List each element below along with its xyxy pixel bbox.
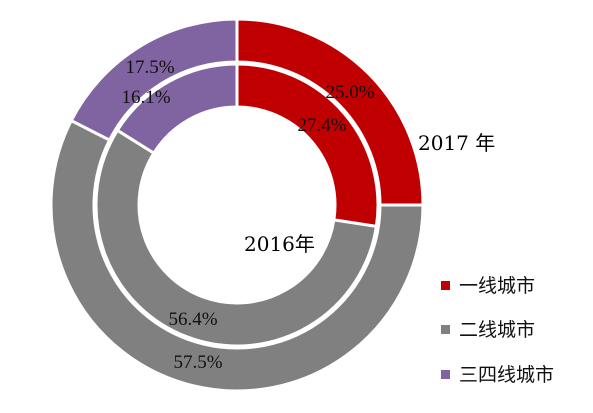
series-label-2017: 2017 年 (418, 131, 495, 155)
series-label-2016: 2016年 (244, 232, 315, 256)
legend-label-tier1: 一线城市 (459, 275, 535, 297)
legend: 一线城市 二线城市 三四线城市 (441, 275, 554, 386)
legend-swatch-tier2 (441, 325, 450, 334)
inner-label-tier2: 56.4% (168, 309, 217, 330)
inner-ring-2016 (94, 62, 380, 348)
outer-label-tier34: 17.5% (125, 57, 174, 78)
outer-label-tier1: 25.0% (325, 82, 374, 103)
inner-slice-tier34 (115, 62, 239, 156)
legend-label-tier2: 二线城市 (459, 319, 535, 341)
outer-ring-2017 (49, 17, 425, 393)
inner-slice-tier2 (94, 128, 379, 348)
legend-label-tier34: 三四线城市 (459, 364, 554, 386)
outer-slice-tier34 (69, 17, 239, 143)
outer-label-tier2: 57.5% (173, 352, 222, 373)
legend-swatch-tier1 (441, 281, 450, 290)
outer-slice-tier2 (49, 118, 425, 393)
legend-swatch-tier34 (441, 370, 450, 379)
inner-label-tier1: 27.4% (297, 115, 346, 136)
inner-label-tier34: 16.1% (121, 87, 170, 108)
